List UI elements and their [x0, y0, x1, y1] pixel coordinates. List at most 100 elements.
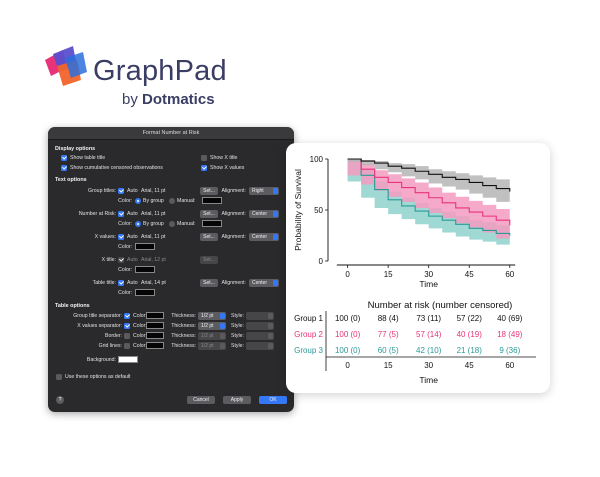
number-at-risk-manual-radio[interactable] — [169, 221, 175, 227]
group-title-separator-thickness-select[interactable]: 1/2 pt — [198, 312, 226, 320]
show-cumulative-checkbox[interactable] — [61, 165, 67, 171]
show-cumulative-label: Show cumulative censored observations — [70, 165, 163, 171]
group-titles-color-swatch[interactable] — [202, 197, 222, 204]
group-titles-auto[interactable]: Auto — [118, 187, 138, 195]
x-values-color-label: Color: — [118, 244, 132, 250]
show-x-title-checkbox[interactable] — [201, 155, 207, 161]
x-values-alignment-select[interactable]: Center — [249, 233, 279, 241]
table-title-alignment-select[interactable]: Center — [249, 279, 279, 287]
x-values-separator-thickness-select[interactable]: 1/2 pt — [198, 322, 226, 330]
x-values-separator-thickness-label: Thickness: — [171, 323, 196, 329]
group-titles-manual[interactable]: Manual: — [169, 197, 195, 205]
use-default-row[interactable]: Use these options as default — [56, 373, 130, 381]
number-at-risk-alignment-select[interactable]: Center — [249, 210, 279, 218]
show-x-values-label: Show X values — [210, 165, 245, 171]
x-values-separator-swatch[interactable] — [146, 322, 164, 329]
number-at-risk-by-group-radio[interactable] — [135, 221, 141, 227]
table-title-color-swatch[interactable] — [135, 289, 155, 296]
number-at-risk-auto-checkbox[interactable] — [118, 211, 124, 217]
risk-cell: 100 (0) — [335, 314, 361, 323]
table-title-color-label: Color: — [118, 290, 132, 296]
number-at-risk-by-group[interactable]: By group — [135, 220, 164, 228]
group-title-separator-checkbox[interactable] — [124, 313, 130, 319]
x-values-auto[interactable]: Auto — [118, 233, 138, 241]
x-title-auto[interactable]: Auto — [118, 256, 138, 264]
grid-lines-swatch[interactable] — [146, 342, 164, 349]
table-title-auto[interactable]: Auto — [118, 279, 138, 287]
logo-by: by — [122, 91, 138, 108]
table-title-auto-checkbox[interactable] — [118, 280, 124, 286]
x-values-separator-style-select[interactable] — [246, 322, 274, 330]
border-thickness-select[interactable]: 1/2 pt — [198, 332, 226, 340]
border-style-select[interactable] — [246, 332, 274, 340]
table-title-set-button[interactable]: Set... — [200, 279, 218, 287]
x-values-auto-label: Auto — [127, 234, 138, 240]
x-values-separator-label: X values separator: — [77, 323, 122, 329]
ok-button[interactable]: OK — [259, 396, 287, 404]
risk-cell: 18 (49) — [497, 330, 523, 339]
x-values-separator-color[interactable]: Color: — [124, 322, 147, 330]
risk-row-group-title: Group 2 — [294, 330, 323, 339]
group-title-separator-color[interactable]: Color: — [124, 312, 147, 320]
x-title-label: X title: — [101, 257, 116, 263]
border-label: Border: — [104, 333, 122, 339]
group-titles-set-button[interactable]: Set... — [200, 187, 218, 195]
logo-byline: by Dotmatics — [122, 91, 215, 108]
x-values-alignment-label: Alignment: — [221, 234, 246, 240]
graphpad-logo: GraphPad by Dotmatics — [43, 44, 243, 114]
group-titles-manual-radio[interactable] — [169, 198, 175, 204]
number-at-risk-auto[interactable]: Auto — [118, 210, 138, 218]
table-title-alignment-label: Alignment: — [221, 280, 246, 286]
number-at-risk-manual[interactable]: Manual: — [169, 220, 195, 228]
survival-chart: 0 50 100 0 15 30 45 60 Probability of Survival Ti… — [293, 155, 536, 385]
border-color[interactable]: Color: — [124, 332, 147, 340]
group-title-separator-swatch[interactable] — [146, 312, 164, 319]
border-swatch[interactable] — [146, 332, 164, 339]
x-title-auto-checkbox[interactable] — [118, 257, 124, 263]
grid-lines-color[interactable]: Color: — [124, 342, 147, 350]
x-title-color-swatch[interactable] — [135, 266, 155, 273]
group-titles-auto-checkbox[interactable] — [118, 188, 124, 194]
risk-table-x-title: Time — [419, 375, 438, 385]
group-title-separator-style-select[interactable] — [246, 312, 274, 320]
group-titles-by-group-radio[interactable] — [135, 198, 141, 204]
number-at-risk-set-button[interactable]: Set... — [200, 210, 218, 218]
risk-cell: 100 (0) — [335, 330, 361, 339]
grid-lines-checkbox[interactable] — [124, 343, 130, 349]
show-table-title-row[interactable]: Show table title — [61, 154, 105, 162]
show-x-title-row[interactable]: Show X title — [201, 154, 237, 162]
x-values-font: Arial, 11 pt — [141, 234, 166, 240]
risk-cell: 77 (5) — [378, 330, 399, 339]
number-at-risk-color-swatch[interactable] — [202, 220, 222, 227]
show-table-title-checkbox[interactable] — [61, 155, 67, 161]
group-titles-by-group[interactable]: By group — [135, 197, 164, 205]
grid-lines-thickness-select[interactable]: 1/2 pt — [198, 342, 226, 350]
y-tick-label: 100 — [310, 155, 324, 164]
x-values-separator-checkbox[interactable] — [124, 323, 130, 329]
risk-x-value: 15 — [384, 361, 393, 370]
grid-lines-thickness-label: Thickness: — [171, 343, 196, 349]
grid-lines-style-select[interactable] — [246, 342, 274, 350]
survival-line-group-2 — [347, 158, 511, 226]
x-values-set-button[interactable]: Set... — [200, 233, 218, 241]
table-title-font: Arial, 14 pt — [141, 280, 166, 286]
x-title-set-button[interactable]: Set... — [200, 256, 218, 264]
use-default-checkbox[interactable] — [56, 374, 62, 380]
border-thickness-label: Thickness: — [171, 333, 196, 339]
group-title-separator-color-label: Color: — [133, 313, 147, 319]
format-number-at-risk-dialog: Format Number at Risk Display options Sh… — [48, 127, 294, 412]
show-cumulative-row[interactable]: Show cumulative censored observations — [61, 164, 163, 172]
x-values-color-swatch[interactable] — [135, 243, 155, 250]
cancel-button[interactable]: Cancel — [187, 396, 215, 404]
show-x-values-checkbox[interactable] — [201, 165, 207, 171]
group-titles-alignment-select[interactable]: Right — [249, 187, 279, 195]
y-tick-label: 0 — [319, 257, 324, 266]
risk-x-value: 0 — [345, 361, 350, 370]
show-x-values-row[interactable]: Show X values — [201, 164, 244, 172]
x-values-auto-checkbox[interactable] — [118, 234, 124, 240]
grid-lines-label: Grid lines: — [98, 343, 122, 349]
help-button[interactable]: ? — [56, 396, 64, 404]
apply-button[interactable]: Apply — [223, 396, 251, 404]
border-checkbox[interactable] — [124, 333, 130, 339]
background-swatch[interactable] — [118, 356, 138, 363]
